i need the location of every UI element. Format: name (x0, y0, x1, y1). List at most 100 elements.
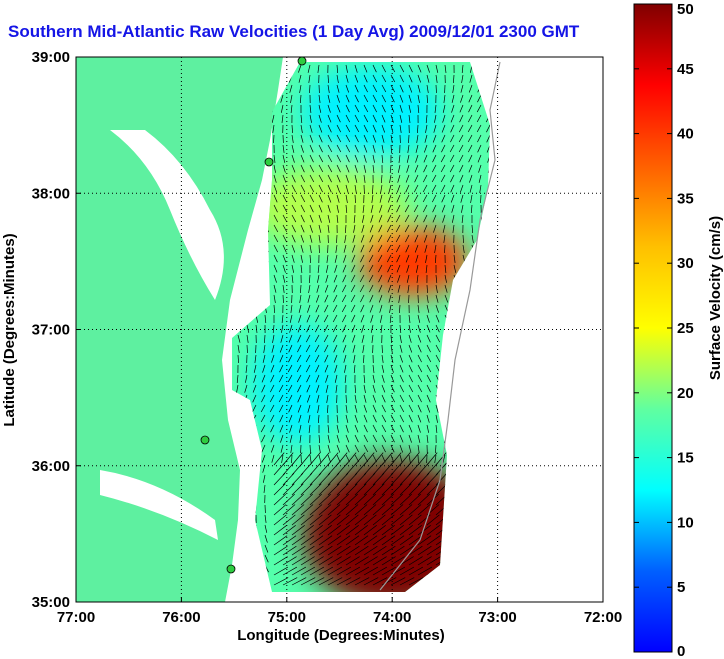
velocity-arrow (397, 174, 401, 183)
velocity-arrow (309, 114, 312, 123)
velocity-arrow (435, 64, 439, 73)
velocity-arrow (273, 514, 287, 526)
velocity-arrow (461, 214, 464, 224)
velocity-arrow (291, 154, 295, 163)
velocity-arrow (399, 514, 413, 526)
velocity-arrow (336, 493, 349, 506)
velocity-arrow (381, 545, 396, 556)
velocity-arrow (372, 434, 378, 443)
velocity-arrow (363, 74, 368, 83)
region-central-shelf (248, 166, 409, 247)
velocity-arrow (345, 114, 351, 123)
velocity-arrow (336, 194, 340, 203)
velocity-arrow (278, 384, 284, 393)
velocity-arrow (354, 514, 368, 526)
velocity-arrow (360, 234, 365, 243)
velocity-arrow (363, 134, 368, 143)
velocity-arrow (422, 184, 428, 193)
velocity-arrow (417, 304, 420, 313)
velocity-arrow (408, 64, 413, 73)
velocity-arrow (426, 364, 432, 373)
velocity-arrow (417, 64, 422, 73)
velocity-arrow (406, 274, 410, 283)
velocity-arrow (281, 454, 284, 463)
velocity-arrow (264, 514, 267, 523)
velocity-arrow (318, 234, 321, 243)
velocity-arrow (336, 184, 341, 193)
velocity-arrow (291, 493, 304, 506)
velocity-arrow (280, 444, 284, 453)
velocity-arrow (359, 274, 365, 283)
velocity-arrow (408, 294, 410, 304)
velocity-arrow (426, 483, 439, 496)
velocity-arrow (435, 304, 439, 313)
velocity-arrow (408, 364, 413, 373)
velocity-arrow (299, 434, 302, 443)
velocity-arrow (273, 184, 278, 193)
velocity-arrow (399, 483, 412, 496)
velocity-arrow (291, 454, 293, 464)
velocity-arrow (363, 64, 368, 73)
velocity-arrow (282, 452, 294, 466)
velocity-arrow (399, 384, 405, 393)
velocity-arrow (317, 404, 320, 413)
velocity-arrow (336, 124, 342, 133)
velocity-arrow (399, 566, 415, 576)
velocity-arrow (486, 134, 490, 143)
velocity-arrow (354, 414, 358, 423)
velocity-arrow (415, 264, 419, 273)
velocity-arrow (351, 314, 356, 323)
velocity-arrow (244, 384, 248, 393)
velocity-arrow (372, 462, 384, 476)
velocity-arrow (273, 174, 277, 183)
velocity-arrow (398, 154, 401, 163)
velocity-arrow (345, 556, 360, 566)
velocity-arrow (318, 493, 331, 506)
velocity-arrow (318, 525, 332, 536)
velocity-arrow (264, 534, 268, 543)
velocity-arrow (354, 64, 358, 73)
velocity-arrow (353, 224, 356, 233)
velocity-arrow (422, 194, 428, 203)
velocity-arrow (399, 104, 403, 113)
velocity-arrow (413, 194, 419, 203)
velocity-arrow (289, 84, 293, 93)
velocity-arrow (408, 84, 413, 93)
velocity-arrow (390, 84, 396, 93)
velocity-arrow (327, 184, 332, 193)
velocity-arrow (387, 274, 392, 283)
velocity-arrow (422, 204, 428, 213)
velocity-arrow (282, 462, 294, 476)
velocity-arrow (261, 374, 266, 383)
velocity-arrow (305, 344, 311, 353)
velocity-arrow (354, 424, 359, 433)
velocity-arrow (305, 354, 311, 363)
velocity-arrow (289, 324, 293, 333)
velocity-arrow (336, 214, 339, 223)
velocity-arrow (317, 64, 320, 73)
velocity-arrow (308, 424, 311, 433)
velocity-arrow (449, 144, 455, 153)
velocity-arrow (300, 566, 316, 576)
velocity-arrow (354, 74, 359, 83)
velocity-arrow (423, 154, 428, 163)
velocity-arrow (300, 556, 315, 566)
velocity-arrow (342, 344, 347, 353)
velocity-arrow (368, 264, 374, 273)
velocity-arrow (345, 174, 349, 183)
velocity-arrow (327, 164, 333, 173)
velocity-arrow (309, 444, 311, 454)
velocity-arrow (435, 364, 441, 373)
velocity-arrow (282, 274, 286, 283)
velocity-arrow (282, 483, 295, 496)
velocity-arrow (334, 374, 338, 383)
velocity-arrow (372, 74, 378, 83)
velocity-arrow (389, 174, 392, 183)
velocity-arrow (327, 134, 332, 143)
velocity-arrow (287, 384, 293, 393)
velocity-arrow (252, 394, 257, 403)
velocity-arrow (336, 454, 341, 463)
velocity-arrow (390, 124, 394, 133)
velocity-arrow (408, 444, 412, 453)
velocity-arrow (354, 394, 357, 403)
